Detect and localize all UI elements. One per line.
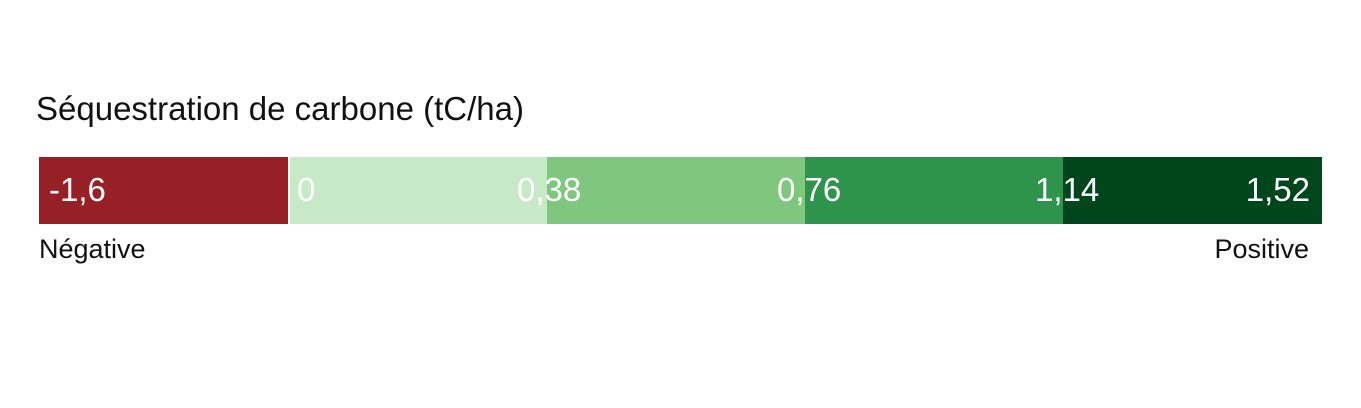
- negative-label: Négative: [39, 234, 146, 264]
- tick-label: 1,14: [1035, 171, 1100, 208]
- tick-label: 0,38: [517, 171, 582, 208]
- scale-segment-4: [1063, 157, 1322, 224]
- tick-label: 0,76: [777, 171, 842, 208]
- tick-label: 1,52: [1245, 171, 1310, 208]
- color-scale-bar: -1,6 0 0,38 0,76 1,14 1,52: [39, 157, 1322, 224]
- scale-segment-3: [805, 157, 1063, 224]
- scale-segment-2: [547, 157, 805, 224]
- positive-label: Positive: [1214, 234, 1309, 264]
- legend-title: Séquestration de carbone (tC/ha): [36, 90, 524, 127]
- tick-label: 0: [297, 171, 316, 208]
- scale-segment-negative: [39, 157, 288, 224]
- tick-label: -1,6: [49, 171, 106, 208]
- scale-segment-1: [290, 157, 547, 224]
